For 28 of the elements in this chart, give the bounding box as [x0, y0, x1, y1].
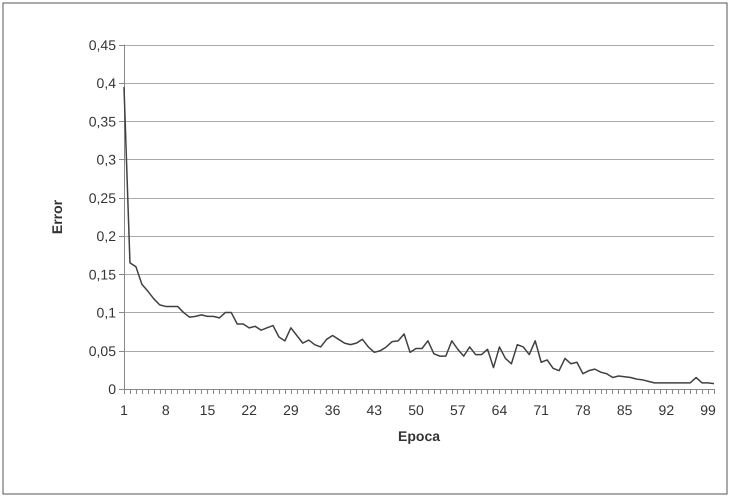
x-tick-label: 8	[162, 402, 170, 418]
x-tick-label: 22	[241, 402, 258, 418]
y-tick-label: 0,05	[88, 342, 116, 359]
x-tick-label: 78	[575, 402, 591, 418]
y-axis-title: Error	[49, 199, 65, 234]
x-tick-label: 92	[658, 402, 674, 418]
y-tick-label: 0,1	[96, 304, 116, 321]
x-tick-label: 71	[533, 402, 550, 418]
y-tick-label: 0,15	[88, 266, 116, 282]
x-tick-label: 85	[616, 402, 633, 418]
y-tick-label: 0,3	[96, 152, 116, 168]
y-tick-label: 0,25	[88, 190, 116, 206]
y-tick-label: 0,4	[96, 75, 116, 92]
x-tick-label: 29	[283, 402, 299, 418]
x-tick-label: 43	[366, 402, 382, 418]
y-tick-label: 0,2	[96, 228, 116, 244]
x-tick-label: 50	[408, 402, 424, 418]
x-tick-label: 57	[450, 402, 466, 418]
y-tick-label: 0,35	[88, 113, 116, 130]
x-axis-title: Epoca	[398, 428, 440, 444]
x-tick-label: 1	[120, 402, 128, 418]
x-tick-label: 36	[324, 402, 341, 418]
line-series	[123, 86, 715, 384]
y-tick-label: 0,45	[88, 37, 116, 53]
x-tick-label: 64	[492, 402, 508, 418]
x-tick-label: 15	[200, 402, 216, 418]
y-tick-label: 0	[108, 381, 116, 397]
x-tick-label: 99	[700, 402, 716, 418]
